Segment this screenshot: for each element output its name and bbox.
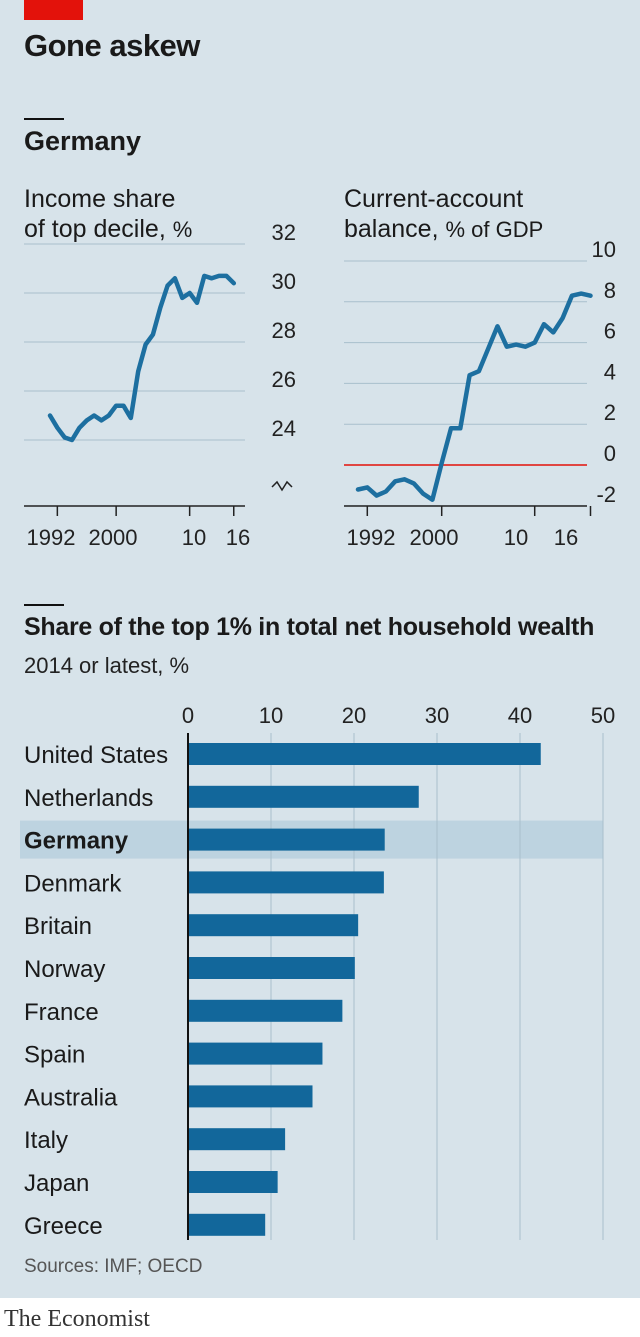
- ca-xtick-16: 16: [554, 525, 578, 550]
- chart-title: Gone askew: [24, 28, 200, 63]
- income-xtick-10: 10: [182, 525, 206, 550]
- ca-ytick--2: -2: [596, 482, 616, 507]
- bar-britain: [188, 914, 359, 937]
- ca-xtick-2000: 2000: [410, 525, 459, 550]
- economist-logo: The Economist: [4, 1306, 150, 1332]
- bar-xtick-50: 50: [591, 703, 615, 728]
- income-ytick-30: 30: [272, 269, 296, 294]
- ca-ytick-2: 2: [604, 400, 616, 425]
- income-xtick-2000: 2000: [89, 525, 138, 550]
- sources-note: Sources: IMF; OECD: [24, 1256, 203, 1277]
- ca-series-line: [355, 291, 593, 502]
- bar-xtick-40: 40: [508, 703, 532, 728]
- bar-denmark: [188, 871, 384, 894]
- ca-ytick-10: 10: [592, 237, 616, 262]
- bar-xtick-0: 0: [182, 703, 194, 728]
- bar-italy: [188, 1128, 286, 1151]
- bar-label-netherlands: Netherlands: [24, 785, 153, 812]
- bar-label-norway: Norway: [24, 956, 105, 983]
- section-subtitle-wealth: 2014 or latest, %: [24, 653, 190, 678]
- bar-label-australia: Australia: [24, 1084, 118, 1111]
- income-xtick-16: 16: [226, 525, 250, 550]
- income-ytick-24: 24: [272, 416, 296, 441]
- ca-title-line1: Current-account: [344, 185, 524, 213]
- ca-ytick-8: 8: [604, 278, 616, 303]
- income-axis-break-icon: [271, 480, 293, 492]
- chart-panel: [0, 0, 640, 1298]
- bar-united-states: [188, 743, 541, 765]
- bar-xtick-20: 20: [342, 703, 366, 728]
- bar-xtick-10: 10: [259, 703, 283, 728]
- ca-xtick-1992: 1992: [347, 525, 396, 550]
- income-ytick-32: 32: [272, 220, 296, 245]
- bar-norway: [188, 957, 355, 979]
- section-rule-2: [24, 604, 64, 606]
- section-rule-1: [24, 118, 64, 120]
- bar-japan: [188, 1171, 278, 1193]
- bar-label-italy: Italy: [24, 1127, 68, 1154]
- bar-label-germany: Germany: [24, 828, 129, 855]
- section-title-germany: Germany: [24, 126, 142, 156]
- bar-france: [188, 999, 343, 1022]
- current-account-chart-title: Current-account balance, % of GDP: [344, 184, 543, 245]
- income-chart-title: Income share of top decile, %: [24, 184, 192, 245]
- bar-greece: [188, 1213, 266, 1236]
- ca-title-line2: balance,: [344, 215, 439, 243]
- bar-label-united-states: United States: [24, 742, 168, 769]
- ca-ytick-6: 6: [604, 319, 616, 344]
- ca-unit: % of GDP: [445, 217, 544, 242]
- bar-label-spain: Spain: [24, 1042, 85, 1069]
- bar-netherlands: [188, 785, 419, 808]
- income-ytick-28: 28: [272, 318, 296, 343]
- income-ytick-26: 26: [272, 367, 296, 392]
- ca-ytick-0: 0: [604, 441, 616, 466]
- bar-spain: [188, 1042, 323, 1065]
- bar-label-japan: Japan: [24, 1170, 89, 1197]
- income-xtick-1992: 1992: [27, 525, 76, 550]
- income-series-line: [47, 273, 237, 443]
- bar-label-france: France: [24, 999, 99, 1026]
- income-unit: %: [172, 217, 193, 242]
- bar-label-britain: Britain: [24, 913, 92, 940]
- brand-tag: [24, 0, 83, 20]
- income-title-line1: Income share: [24, 185, 176, 213]
- bar-australia: [188, 1085, 313, 1108]
- ca-ytick-4: 4: [604, 359, 616, 384]
- bar-xtick-30: 30: [425, 703, 449, 728]
- bar-germany: [188, 828, 385, 851]
- ca-xtick-10: 10: [504, 525, 528, 550]
- income-title-line2: of top decile,: [24, 215, 166, 243]
- section-title-wealth: Share of the top 1% in total net househo…: [24, 613, 595, 641]
- bar-label-denmark: Denmark: [24, 870, 122, 897]
- bar-label-greece: Greece: [24, 1213, 103, 1240]
